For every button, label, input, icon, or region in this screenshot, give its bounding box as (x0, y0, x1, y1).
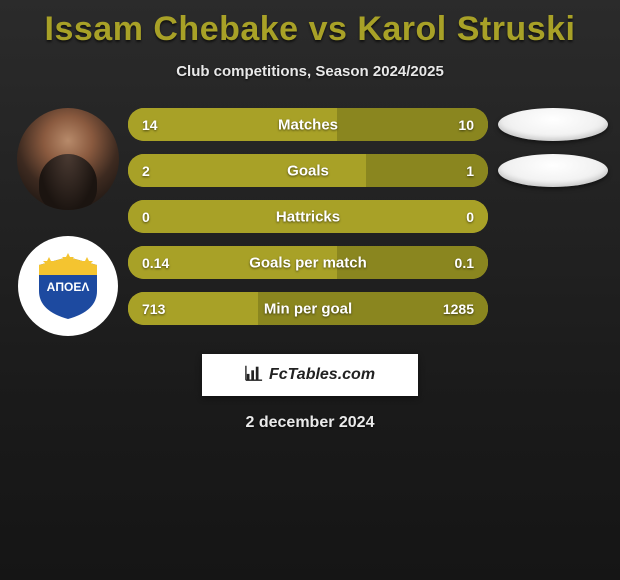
title-vs: vs (309, 10, 348, 48)
stat-bar: 14 Matches 10 (128, 108, 488, 141)
stat-value-right: 0 (466, 209, 474, 225)
winner-pill (498, 154, 608, 187)
stat-bar: 713 Min per goal 1285 (128, 292, 488, 325)
title-player-left: Issam Chebake (45, 10, 299, 48)
stat-value-left: 0.14 (142, 255, 169, 271)
title-player-right: Karol Struski (357, 10, 575, 48)
stat-value-left: 713 (142, 301, 165, 317)
player-left-avatar (17, 108, 119, 210)
stat-value-left: 0 (142, 209, 150, 225)
bar-chart-icon (245, 364, 263, 387)
date-text: 2 december 2024 (0, 414, 620, 432)
stat-row: 2 Goals 1 (128, 154, 608, 187)
stat-bar: 2 Goals 1 (128, 154, 488, 187)
stat-value-left: 2 (142, 163, 150, 179)
stat-row: 14 Matches 10 (128, 108, 608, 141)
stat-label: Hattricks (276, 208, 340, 225)
stat-value-right: 0.1 (455, 255, 474, 271)
stat-bars: 14Matches102Goals10Hattricks00.14Goals p… (128, 108, 612, 325)
stat-value-right: 1285 (443, 301, 474, 317)
subtitle: Club competitions, Season 2024/2025 (0, 63, 620, 80)
stat-bar: 0.14 Goals per match 0.1 (128, 246, 488, 279)
stat-value-right: 1 (466, 163, 474, 179)
stat-label: Goals per match (249, 254, 367, 271)
winner-pill (498, 108, 608, 141)
stat-label: Goals (287, 162, 329, 179)
stat-value-right: 10 (458, 117, 474, 133)
club-badge-icon: ΑΠΟΕΛ (35, 251, 101, 321)
svg-text:ΑΠΟΕΛ: ΑΠΟΕΛ (47, 280, 90, 294)
avatars-column: ΑΠΟΕΛ (8, 108, 128, 336)
stat-row: 0 Hattricks 0 (128, 200, 608, 233)
stat-value-left: 14 (142, 117, 158, 133)
stat-label: Matches (278, 116, 338, 133)
player-right-club-badge: ΑΠΟΕΛ (18, 236, 118, 336)
comparison-panel: ΑΠΟΕΛ 14Matches102Goals10Hattricks00.14G… (0, 108, 620, 336)
page-title: Issam Chebake vs Karol Struski (0, 0, 620, 49)
stat-row: 0.14 Goals per match 0.1 (128, 246, 608, 279)
stat-row: 713 Min per goal 1285 (128, 292, 608, 325)
stat-label: Min per goal (264, 300, 352, 317)
stat-bar: 0 Hattricks 0 (128, 200, 488, 233)
brand-watermark: FcTables.com (202, 354, 418, 396)
brand-text: FcTables.com (269, 366, 375, 384)
